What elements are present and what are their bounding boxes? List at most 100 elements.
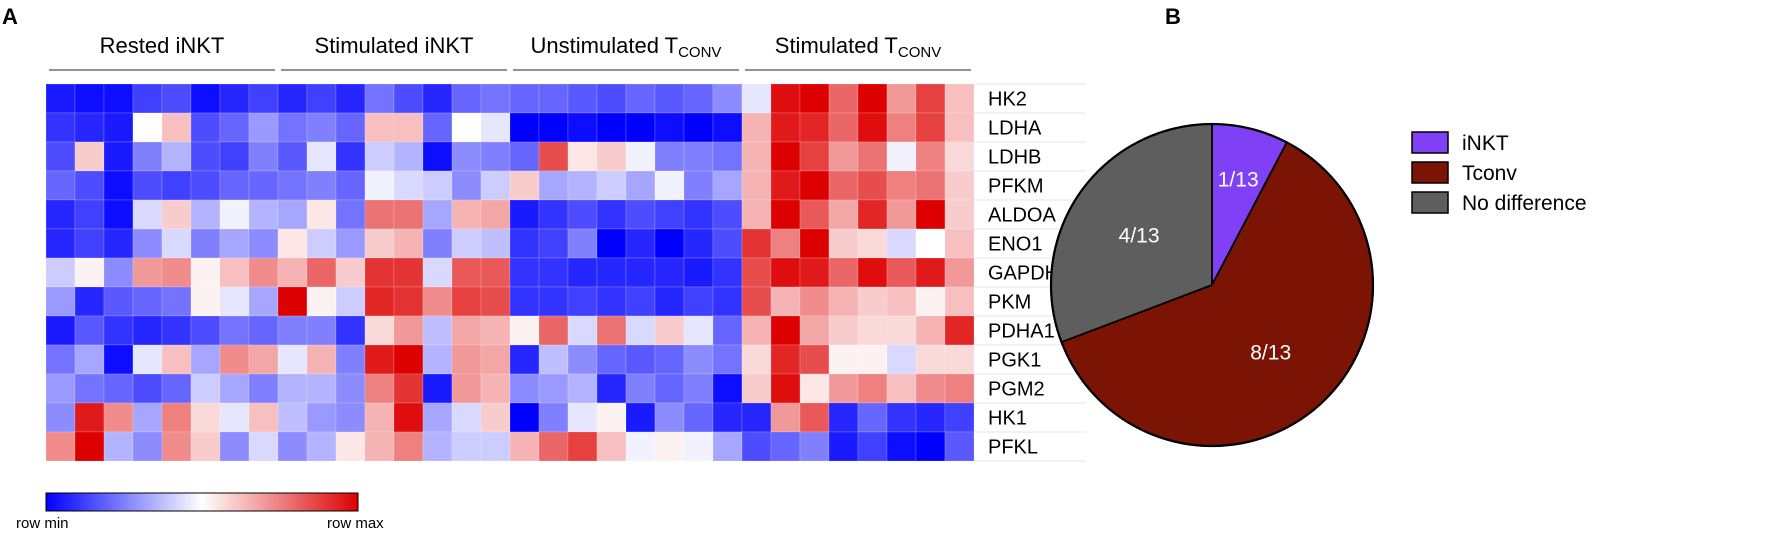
heatmap-cell-pfkm-20 [596, 170, 627, 201]
heatmap-cell-gapdh-1 [45, 257, 76, 288]
heatmap-cell-hk1-6 [190, 402, 221, 433]
heatmap-cell-pfkm-26 [770, 170, 801, 201]
heatmap-cell-ldha-9 [277, 112, 308, 143]
heatmap-cell-hk2-27 [799, 83, 830, 114]
heatmap-cell-hk2-32 [944, 83, 975, 114]
heatmap-cell-pfkm-27 [799, 170, 830, 201]
heatmap-cell-pgk1-12 [364, 344, 395, 375]
heatmap-cell-ldhb-23 [683, 141, 714, 172]
heatmap-cell-hk1-25 [741, 402, 772, 433]
heatmap-cell-ldhb-20 [596, 141, 627, 172]
heatmap-cell-pgk1-31 [915, 344, 946, 375]
heatmap-cell-pkm-15 [451, 286, 482, 317]
heatmap-cell-ldhb-12 [364, 141, 395, 172]
gene-label-hk1: HK1 [988, 408, 1027, 430]
heatmap-cell-pdha1-1 [45, 315, 76, 346]
heatmap-cell-aldoa-31 [915, 199, 946, 230]
heatmap-cell-hk2-31 [915, 83, 946, 114]
heatmap-cell-pgm2-13 [393, 373, 424, 404]
heatmap-cell-hk1-24 [712, 402, 743, 433]
heatmap-cell-ldha-25 [741, 112, 772, 143]
heatmap-cell-ldhb-4 [132, 141, 163, 172]
heatmap-cell-pfkm-6 [190, 170, 221, 201]
heatmap-cell-ldhb-25 [741, 141, 772, 172]
heatmap-cell-pgm2-15 [451, 373, 482, 404]
heatmap-cell-ldha-30 [886, 112, 917, 143]
heatmap-cell-pfkm-11 [335, 170, 366, 201]
heatmap-cell-gapdh-26 [770, 257, 801, 288]
heatmap-cell-pdha1-7 [219, 315, 250, 346]
heatmap-cell-pdha1-8 [248, 315, 279, 346]
heatmap-cell-hk2-16 [480, 83, 511, 114]
heatmap-cell-hk2-4 [132, 83, 163, 114]
colorbar-max-label: row max [327, 515, 384, 530]
heatmap-cell-pfkm-12 [364, 170, 395, 201]
heatmap-cell-pdha1-3 [103, 315, 134, 346]
heatmap-cell-gapdh-31 [915, 257, 946, 288]
heatmap-cell-pkm-11 [335, 286, 366, 317]
heatmap-cell-pgk1-10 [306, 344, 337, 375]
heatmap-cell-pgm2-5 [161, 373, 192, 404]
heatmap-cell-pfkm-16 [480, 170, 511, 201]
heatmap-cell-gapdh-14 [422, 257, 453, 288]
heatmap-cell-hk2-25 [741, 83, 772, 114]
heatmap-cell-pfkl-1 [45, 431, 76, 462]
heatmap-cell-eno1-4 [132, 228, 163, 259]
heatmap-cell-gapdh-27 [799, 257, 830, 288]
heatmap-cell-pdha1-5 [161, 315, 192, 346]
heatmap-cell-hk2-1 [45, 83, 76, 114]
legend-swatch-tconv [1411, 161, 1449, 184]
heatmap-cell-pkm-12 [364, 286, 395, 317]
heatmap-group-labels: Rested iNKT Stimulated iNKT Unstimulated T… [100, 33, 942, 61]
heatmap-cell-pfkl-23 [683, 431, 714, 462]
heatmap-cell-eno1-31 [915, 228, 946, 259]
heatmap-cell-hk1-2 [74, 402, 105, 433]
heatmap-cell-pkm-20 [596, 286, 627, 317]
heatmap-cell-ldha-27 [799, 112, 830, 143]
heatmap-cell-ldha-20 [596, 112, 627, 143]
heatmap-cell-ldhb-21 [625, 141, 656, 172]
heatmap-cell-ldha-26 [770, 112, 801, 143]
heatmap-cell-ldha-23 [683, 112, 714, 143]
heatmap-cell-ldha-3 [103, 112, 134, 143]
heatmap-cell-gapdh-25 [741, 257, 772, 288]
pie-legend: iNKT Tconv No difference [1411, 131, 1587, 215]
heatmap-cell-pgm2-8 [248, 373, 279, 404]
heatmap-cell-gapdh-2 [74, 257, 105, 288]
heatmap-cell-gapdh-29 [857, 257, 888, 288]
heatmap-cell-gapdh-17 [509, 257, 540, 288]
heatmap-cell-eno1-27 [799, 228, 830, 259]
heatmap-cell-hk2-8 [248, 83, 279, 114]
pie-slices [1049, 122, 1375, 448]
heatmap-cell-aldoa-22 [654, 199, 685, 230]
heatmap-cell-pfkl-16 [480, 431, 511, 462]
heatmap-cell-aldoa-28 [828, 199, 859, 230]
heatmap-cell-aldoa-17 [509, 199, 540, 230]
heatmap-cell-ldhb-13 [393, 141, 424, 172]
heatmap-cell-aldoa-21 [625, 199, 656, 230]
heatmap-cell-pgk1-23 [683, 344, 714, 375]
heatmap-cell-hk1-29 [857, 402, 888, 433]
heatmap-cell-pfkl-2 [74, 431, 105, 462]
heatmap-cell-gapdh-15 [451, 257, 482, 288]
heatmap-cell-pgk1-11 [335, 344, 366, 375]
heatmap-cell-pfkm-1 [45, 170, 76, 201]
heatmap-cell-pkm-8 [248, 286, 279, 317]
pie-outline [1049, 122, 1375, 448]
heatmap-cell-pfkm-19 [567, 170, 598, 201]
heatmap-cell-hk2-5 [161, 83, 192, 114]
heatmap-cell-pgk1-30 [886, 344, 917, 375]
heatmap-cell-hk1-31 [915, 402, 946, 433]
heatmap-cell-pdha1-25 [741, 315, 772, 346]
heatmap-cell-hk2-26 [770, 83, 801, 114]
group-label-stimulated-t-conv: Stimulated TCONV [775, 33, 941, 61]
heatmap-cell-hk1-27 [799, 402, 830, 433]
legend-label-no-difference: No difference [1462, 192, 1587, 215]
heatmap-cell-aldoa-10 [306, 199, 337, 230]
heatmap-cell-ldha-29 [857, 112, 888, 143]
heatmap-cell-hk2-10 [306, 83, 337, 114]
heatmap-cell-pdha1-21 [625, 315, 656, 346]
heatmap-cell-pdha1-23 [683, 315, 714, 346]
heatmap-cell-pfkl-27 [799, 431, 830, 462]
